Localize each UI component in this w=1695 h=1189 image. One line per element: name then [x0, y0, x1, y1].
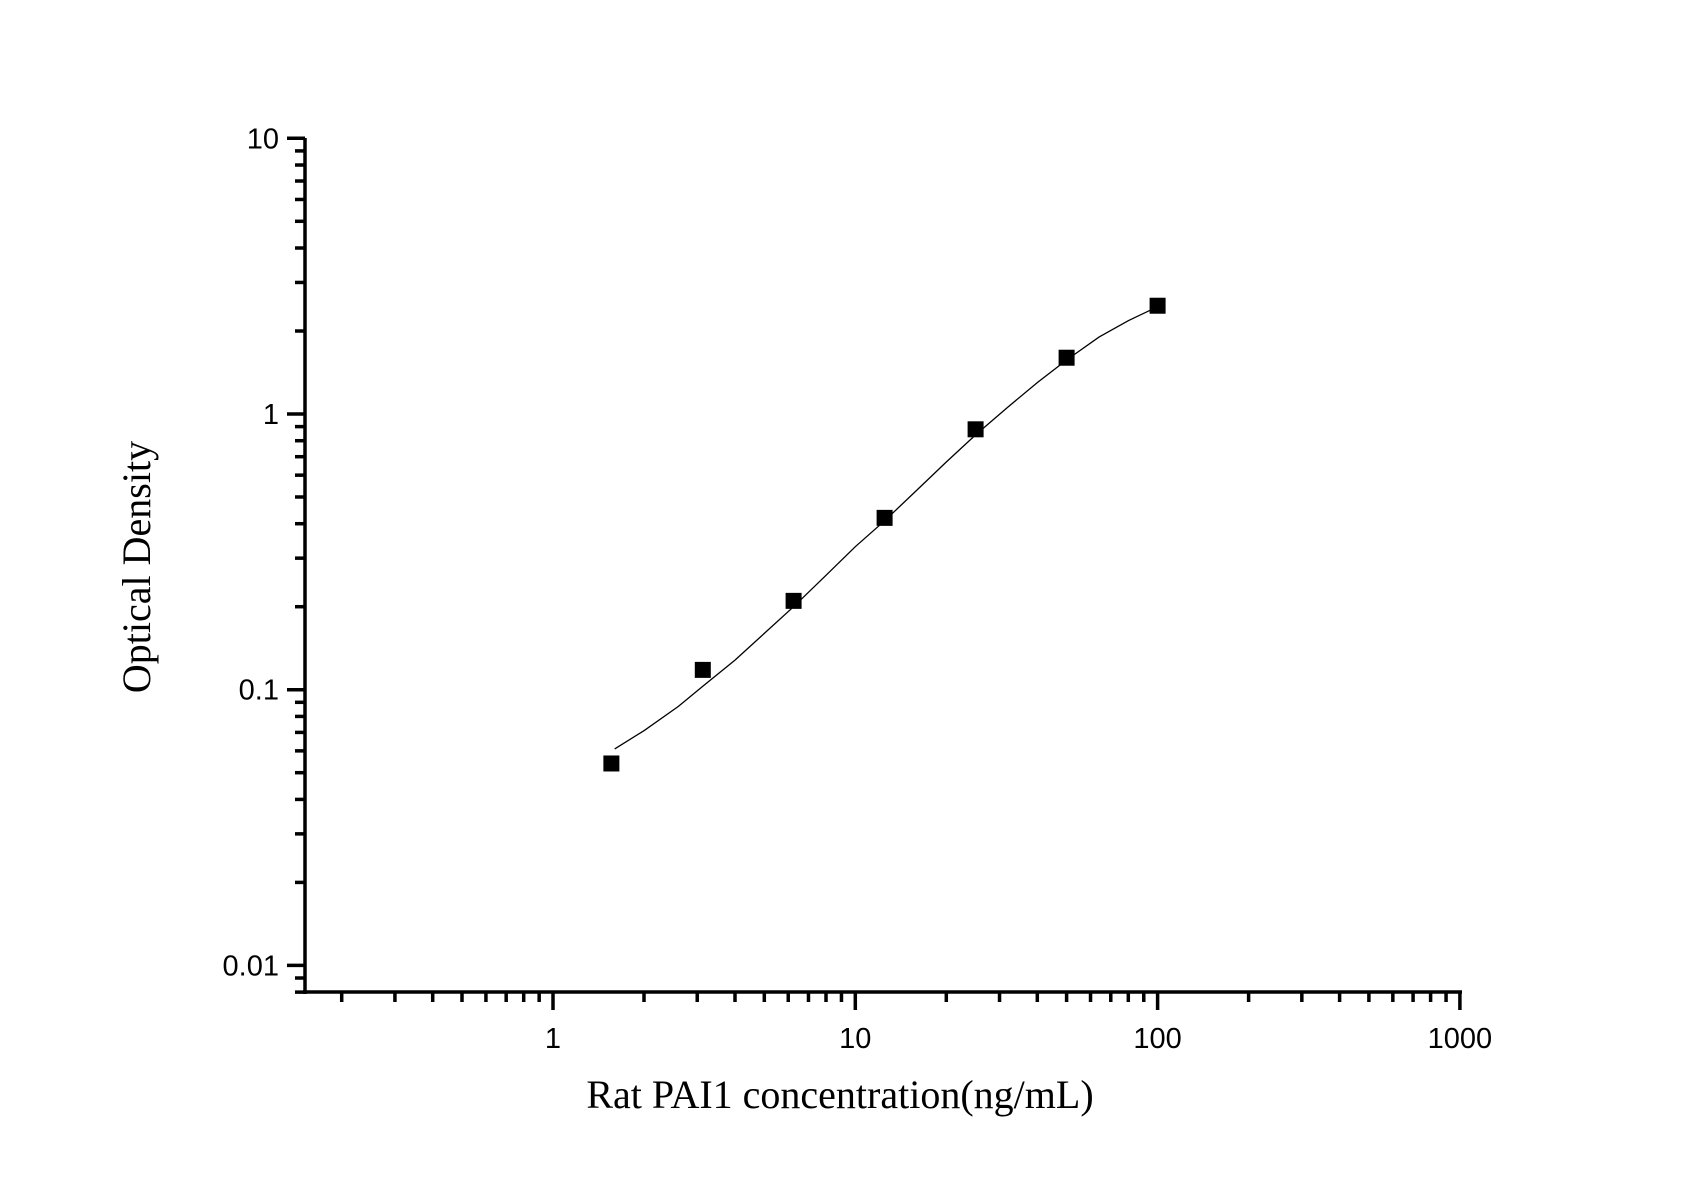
- x-tick-label: 1000: [1428, 1023, 1493, 1055]
- x-axis-ticks: 1 10 100 1000: [339, 992, 1493, 1055]
- y-tick-label: 1: [263, 399, 279, 431]
- axes: 0.01 0.1 1 10 1 10 100 1000: [223, 123, 1493, 1055]
- data-point-square: [967, 421, 984, 438]
- y-tick-label: 0.1: [239, 675, 279, 707]
- x-tick-label: 100: [1133, 1023, 1181, 1055]
- data-point-square: [603, 755, 620, 772]
- y-axis-ticks: 0.01 0.1 1 10: [223, 123, 305, 994]
- y-tick-label: 0.01: [223, 950, 279, 982]
- x-tick-label: 10: [839, 1023, 871, 1055]
- data-point-square: [694, 661, 711, 678]
- data-point-square: [876, 509, 893, 526]
- data-point-square: [785, 592, 802, 609]
- x-tick-label: 1: [545, 1023, 561, 1055]
- fit-curve: [614, 306, 1158, 750]
- x-axis-title: Rat PAI1 concentration(ng/mL): [586, 1072, 1093, 1117]
- fit-curve-line: [614, 306, 1158, 750]
- data-point-square: [1058, 349, 1075, 366]
- plot-area: [603, 297, 1166, 772]
- data-point-square: [1149, 297, 1166, 314]
- y-axis-title: Optical Density: [114, 441, 159, 693]
- y-tick-label: 10: [247, 123, 279, 155]
- data-points: [603, 297, 1166, 772]
